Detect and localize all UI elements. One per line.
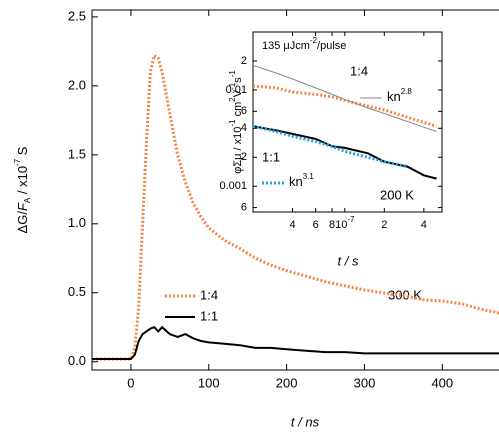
tick-label: 100 [198, 375, 220, 390]
inset-annotation: 1:1 [262, 149, 280, 164]
data-line [252, 124, 408, 169]
inset-title: 135 μJcm-2/pulse [262, 36, 346, 52]
tick-label-part: -7 [347, 215, 355, 224]
y-axis-label: ΔG/FA / x10-7 S [13, 146, 32, 233]
legend-label: 1:1 [200, 308, 218, 323]
tick-label: 2.5 [68, 8, 86, 23]
tick-label: 2 [241, 55, 247, 67]
data-line [252, 125, 437, 180]
tick-label-part: 10 [335, 219, 347, 231]
tick-label: 2 [381, 219, 387, 231]
tick-label: 300 [354, 375, 376, 390]
data-line [252, 64, 437, 132]
inset-frame [252, 31, 443, 213]
inset-x-label: t / s [338, 253, 359, 268]
data-line [252, 84, 438, 128]
tick-label: 4 [241, 122, 247, 134]
tick-label: 10-7 [335, 215, 355, 231]
tick-label: 1.5 [68, 146, 86, 161]
tick-label: 4 [421, 219, 427, 231]
tick-label: 6 [241, 202, 247, 214]
tick-label: 0.01 [226, 84, 247, 96]
legend-label-part: 3.1 [303, 172, 315, 181]
tick-label: 0.5 [68, 284, 86, 299]
legend-label-part: kn [289, 174, 303, 189]
legend-label: kn2.8 [387, 87, 412, 104]
x-axis-label: t / ns [291, 414, 320, 429]
tick-label: 6 [241, 105, 247, 117]
data-line [92, 325, 499, 360]
tick-label: 0 [127, 375, 134, 390]
tick-label: 1.0 [68, 215, 86, 230]
plot-frame [91, 9, 499, 371]
tick-label: 400 [431, 375, 453, 390]
inset-annotation: 1:4 [350, 63, 368, 78]
tick-label: 6 [313, 219, 319, 231]
tick-label: 200 [276, 375, 298, 390]
inset-y-label: φΣμ / x10-1 cm2V-1s-1 [228, 70, 244, 174]
tick-label: 0.001 [219, 180, 247, 192]
legend-label-part: kn [387, 89, 401, 104]
legend-label-part: 2.8 [401, 87, 413, 96]
tick-label: 8 [329, 219, 335, 231]
legend-label: kn3.1 [289, 172, 314, 189]
legend-label: 1:4 [200, 287, 218, 302]
tick-label: 2.0 [68, 77, 86, 92]
tick-label: 0.0 [68, 353, 86, 368]
tick-label: 4 [289, 219, 295, 231]
inset-annotation: 200 K [380, 187, 414, 202]
tick-label: 2 [241, 151, 247, 163]
